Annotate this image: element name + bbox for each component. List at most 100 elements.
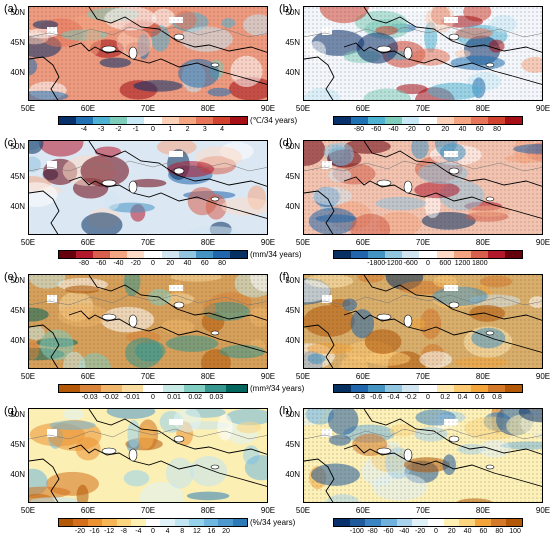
lon-tick-label: 50E	[295, 238, 311, 247]
field-patch	[173, 409, 202, 433]
field-patch	[189, 456, 228, 487]
lon-tick-label: 50E	[20, 104, 36, 113]
map-area	[303, 274, 543, 369]
field-patch	[109, 202, 155, 213]
colorbar-segment	[334, 251, 352, 258]
lon-tick-label: 60E	[80, 506, 96, 515]
lon-tick-label: 80E	[200, 506, 216, 515]
field-patch	[188, 226, 240, 234]
lat-tick-label: 50N	[10, 276, 25, 285]
colorbar-tick-label: -100	[349, 528, 364, 535]
country-border	[29, 26, 267, 38]
panel-label: (d)	[279, 137, 293, 149]
coastline	[29, 310, 267, 368]
coastline	[29, 176, 267, 234]
lon-tick-label: 80E	[475, 506, 491, 515]
lake	[376, 313, 392, 321]
lon-tick-label: 70E	[415, 238, 431, 247]
colorbar-segment	[428, 519, 444, 526]
colorbar-segment	[504, 117, 523, 124]
country-border	[304, 26, 542, 38]
lat-tick-label: 40N	[10, 202, 25, 211]
panel-label: (a)	[4, 3, 18, 15]
lon-tick-label: 80E	[200, 238, 216, 247]
colorbar-segment	[385, 251, 403, 258]
lon-tick-label: 60E	[80, 372, 96, 381]
lake	[448, 167, 460, 175]
field-patch	[81, 212, 123, 234]
colorbar-tick-label: 40	[183, 260, 192, 267]
country-border	[29, 160, 267, 172]
colorbar-segment	[229, 251, 248, 258]
colorbar-tick-label: -60	[371, 126, 382, 133]
colorbar-tick-label: -0.2	[404, 394, 417, 401]
lat-tick-label: 45N	[10, 440, 25, 449]
field-patch	[165, 457, 194, 489]
lon-tick-label: 60E	[80, 238, 96, 247]
colorbar-segment	[127, 251, 145, 258]
colorbar-tick-label: 0	[426, 260, 430, 267]
colorbar-segment	[131, 519, 146, 526]
lake	[376, 447, 392, 455]
lon-tick-label: 60E	[355, 506, 371, 515]
map-area	[28, 6, 268, 101]
lon-tick-label: 50E	[295, 506, 311, 515]
lake	[485, 196, 495, 202]
lon-tick-label: 90E	[260, 238, 276, 247]
lon-tick-label: 60E	[355, 104, 371, 113]
colorbar-segment	[402, 251, 420, 258]
lon-tick-label: 60E	[355, 372, 371, 381]
lat-tick-label: 40N	[10, 470, 25, 479]
lake	[128, 180, 138, 194]
field-patch	[195, 146, 243, 169]
coastline	[29, 42, 267, 100]
colorbar-segment	[490, 519, 507, 526]
lon-tick-label: 90E	[260, 372, 276, 381]
lat-tick-label: 45N	[285, 440, 300, 449]
colorbar-segment	[436, 385, 454, 392]
significance-stipple	[304, 7, 542, 100]
lake	[448, 33, 460, 41]
colorbar-tick-label: -0.03	[81, 394, 98, 401]
coastline	[88, 409, 267, 455]
colorbar-tick-label: -20	[415, 528, 426, 535]
colorbar-tick-label: 20	[441, 126, 450, 133]
colorbar	[333, 384, 523, 393]
colorbar-segment	[178, 117, 196, 124]
field-patch	[167, 161, 215, 178]
colorbar-tick-label: -40	[399, 528, 410, 535]
colorbar-segment	[443, 519, 460, 526]
lake	[485, 62, 495, 68]
lat-tick-label: 40N	[10, 336, 25, 345]
lon-tick-label: 90E	[535, 372, 550, 381]
panel-a: (a) 50N 45N 40N 50E 60E 70E 80E 90E -4 -3 -2 -1 0 1 2 3 4…	[0, 0, 297, 134]
lon-tick-label: 90E	[260, 506, 276, 515]
lake	[101, 45, 117, 53]
country-border	[304, 294, 542, 306]
field-patch	[29, 141, 44, 155]
lake	[376, 179, 392, 187]
colorbar	[58, 116, 248, 125]
lon-tick-label: 60E	[80, 104, 96, 113]
colorbar-segment	[334, 117, 352, 124]
colorbar-tick-label: 4	[220, 126, 225, 133]
colorbar	[333, 116, 523, 125]
lon-tick-label: 80E	[200, 104, 216, 113]
colorbar-tick-label: 60	[200, 260, 209, 267]
field-patch	[29, 156, 41, 173]
colorbar-tick-label: -20	[130, 260, 141, 267]
colorbar-ticks: -80 -60 -40 -20 0 20 40 60 80	[333, 126, 523, 135]
colorbar-tick-label: -16	[89, 528, 100, 535]
lat-tick-label: 45N	[10, 38, 25, 47]
colorbar-segment	[226, 385, 248, 392]
colorbar-tick-label: 0	[433, 528, 438, 535]
colorbar-segment	[160, 519, 175, 526]
colorbar-tick-label: -3	[98, 126, 105, 133]
colorbar-segment	[102, 519, 117, 526]
colorbar-segment	[189, 519, 204, 526]
map-area	[303, 6, 543, 101]
colorbar-tick-label: -60	[383, 528, 394, 535]
colorbar-segment	[459, 519, 476, 526]
lat-tick-label: 50N	[285, 276, 300, 285]
colorbar-segment	[142, 385, 164, 392]
